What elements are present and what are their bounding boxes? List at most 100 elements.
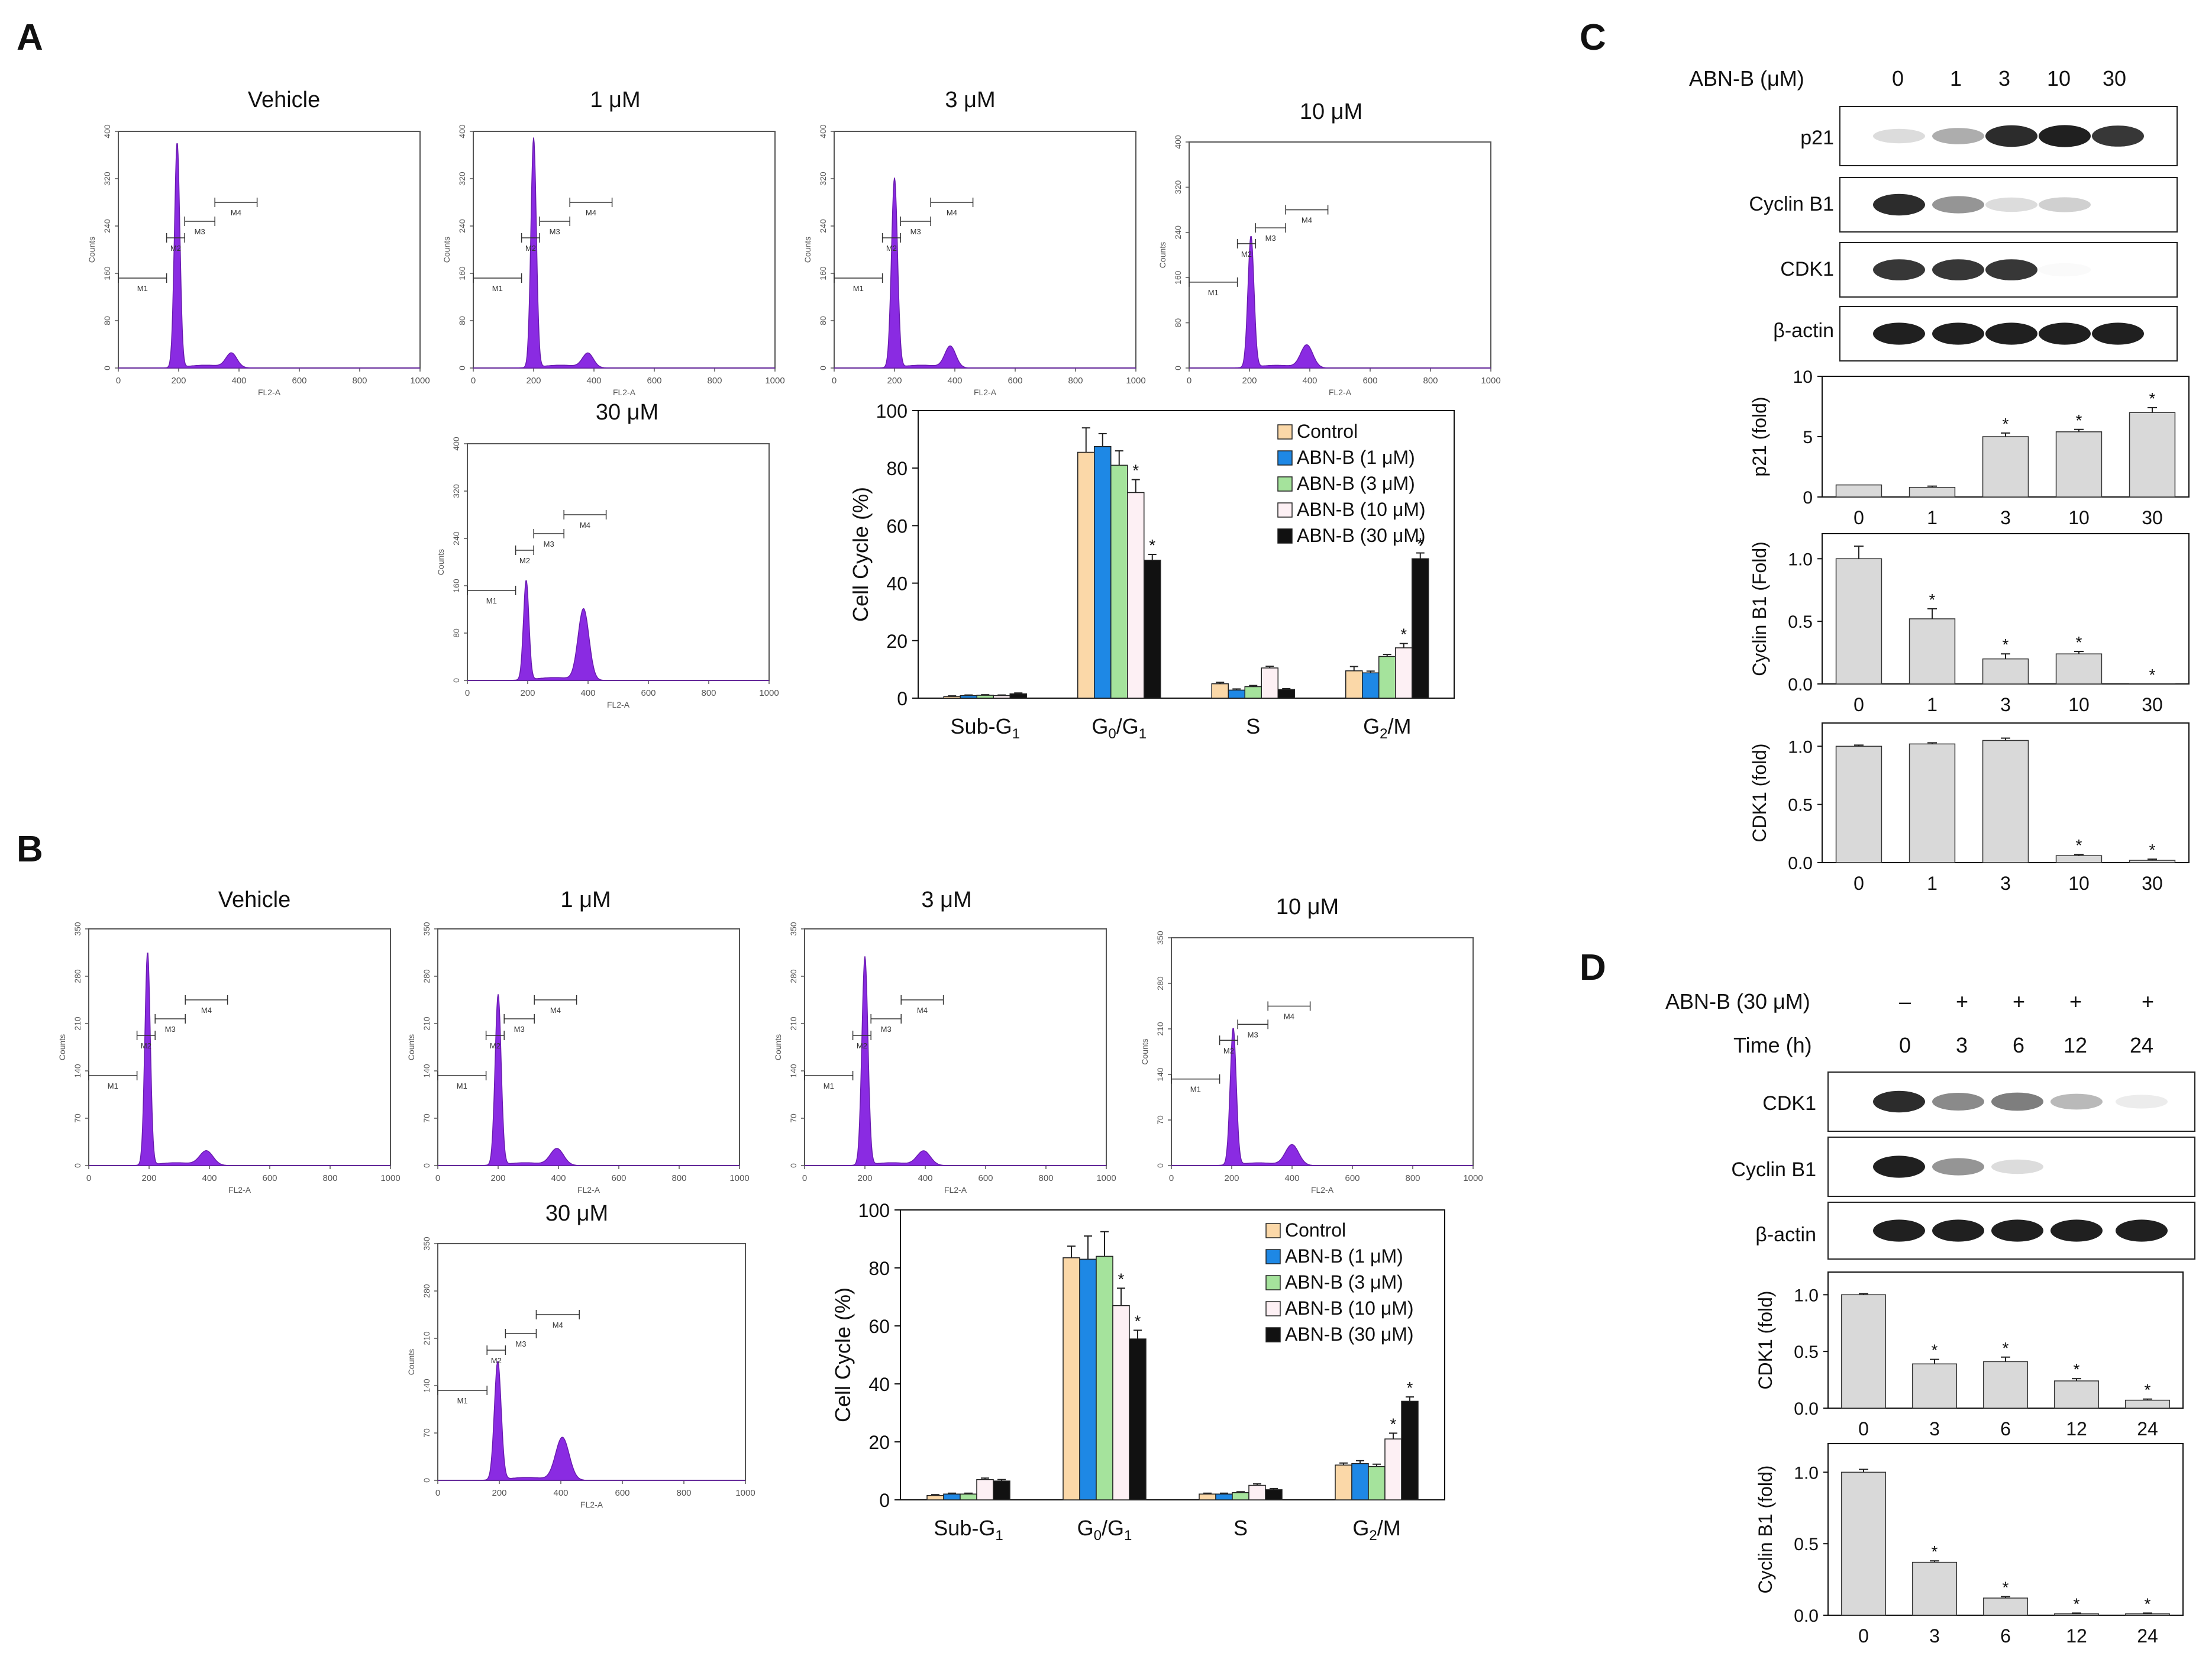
bar-a-xcat: Sub-G1 (951, 714, 1020, 742)
hist-a-4-gate-label: M2 (519, 556, 530, 565)
hist-b-0-gate-label: M1 (108, 1082, 118, 1090)
fold-c-cdk1-xtick-label: 30 (2142, 873, 2163, 894)
hist-b-1-ytick-label: 140 (422, 1064, 431, 1078)
hist-a-3-ytick-label: 400 (1173, 135, 1183, 149)
fold-c-cyclin-bar-3 (2056, 654, 2102, 684)
hist-a-1-ytick-label: 80 (457, 316, 467, 325)
hist-a-4-xtick-label: 0 (465, 688, 470, 698)
fold-c-p21-bar-2 (1983, 437, 2029, 497)
bar-a-legend-label-2: ABN-B (3 μM) (1297, 473, 1415, 494)
bar-a-bar-1-3 (1128, 493, 1144, 698)
hist-a-0-ytick-label: 320 (102, 172, 112, 186)
hist-a-3-xtick-label: 400 (1302, 376, 1317, 386)
fold-d-cdk1-star: * (2003, 1339, 2009, 1357)
hist-a-2-xtick-label: 600 (1007, 376, 1022, 386)
fold-c-cyclin-ytick-label: 0.5 (1788, 612, 1813, 632)
blot-d-band-2-0 (1873, 1219, 1925, 1241)
bar-b-star: * (1407, 1379, 1413, 1397)
bar-b-legend-label-1: ABN-B (1 μM) (1285, 1245, 1403, 1267)
hist-b-4-ytick-label: 210 (422, 1331, 431, 1345)
bar-a-bar-1-0 (1078, 452, 1094, 698)
hist-a-3-ytick-label: 80 (1173, 318, 1183, 328)
bar-b-bar-2-4 (1265, 1490, 1282, 1500)
bar-a-bar-0-2 (977, 695, 993, 698)
hist-b-2-ytick-label: 210 (789, 1016, 798, 1031)
blot-c-lane-3: 10 (2047, 66, 2071, 91)
hist-a-1-gate-label: M1 (492, 284, 503, 293)
hist-a-2-xtick-label: 400 (947, 376, 962, 386)
blot-d-band-actin: β-actin (1656, 1224, 1816, 1247)
hist-b-2-ytick-label: 140 (789, 1064, 798, 1078)
hist-b-3-ytick-label: 140 (1155, 1067, 1165, 1082)
hist-b-3-xtick-label: 1000 (1463, 1173, 1483, 1183)
hist-b-3-gate-label: M2 (1223, 1046, 1234, 1055)
hist-b-2-gate-label: M3 (881, 1025, 892, 1034)
hist-a-3-gate-label: M3 (1265, 234, 1276, 243)
hist-a-0-ylabel: Counts (87, 237, 96, 263)
blot-c-band-2-1 (1932, 259, 1984, 280)
hist-b-3-xtick-label: 600 (1345, 1173, 1360, 1183)
bar-a-bar-0-4 (1010, 694, 1026, 698)
hist-b-4-frame (438, 1244, 745, 1480)
bar-b-bar-1-0 (1063, 1258, 1080, 1500)
fold-d-cyclin-bar-4 (2126, 1614, 2169, 1615)
bar-a-bar-1-4 (1144, 560, 1161, 698)
hist-b-3-ytick-label: 70 (1155, 1115, 1165, 1125)
fold-c-p21-bar-0 (1836, 485, 1882, 497)
hist-a-1-xtick-label: 400 (586, 376, 601, 386)
hist-a-1-ytick-label: 0 (457, 366, 467, 370)
hist-a-2-ytick-label: 320 (818, 172, 828, 186)
bar-b-xcat: Sub-G1 (934, 1516, 1003, 1544)
bar-b-bar-1-3 (1113, 1306, 1129, 1500)
blot-c-band-cdk1: CDK1 (1668, 258, 1834, 281)
fold-c-p21-ytick-label: 5 (1803, 428, 1813, 447)
bar-b-ytick-label: 80 (868, 1258, 890, 1279)
hist-a-4-ytick-label: 160 (451, 579, 461, 593)
blot-c-band-1-3 (2039, 197, 2091, 212)
fold-c-cyclin-xtick-label: 1 (1927, 694, 1937, 715)
blot-d-band-0-4 (2116, 1095, 2168, 1108)
hist-b-4-xtick-label: 200 (492, 1488, 506, 1498)
hist-b-2-xtick-label: 600 (978, 1173, 993, 1183)
fold-c-cdk1-ylabel: CDK1 (fold) (1749, 743, 1770, 842)
bar-a-ytick-label: 100 (876, 401, 908, 422)
hist-b-1-ytick-label: 350 (422, 922, 431, 936)
hist-b-1-gate-label: M4 (550, 1006, 561, 1015)
fold-d-cdk1-bar-4 (2126, 1400, 2169, 1408)
hist-b-3-ytick-label: 350 (1155, 931, 1165, 945)
bar-b-legend-swatch-4 (1266, 1328, 1280, 1342)
bar-a-ytick-label: 20 (886, 631, 908, 652)
fold-d-cdk1-xtick-label: 3 (1929, 1418, 1940, 1439)
hist-a-1-xtick-label: 600 (647, 376, 661, 386)
blot-d-band-1-1 (1932, 1158, 1984, 1175)
blot-c-lane-1: 1 (1950, 66, 1962, 91)
fold-d-cyclin-xtick-label: 12 (2066, 1625, 2087, 1647)
blot-d-time-label: Time (h) (1733, 1033, 1812, 1058)
hist-b-0-frame (89, 929, 390, 1166)
hist-b-1-xtick-label: 800 (671, 1173, 686, 1183)
hist-b-4-gate-label: M2 (491, 1356, 502, 1365)
bar-b-star: * (1135, 1312, 1141, 1330)
bar-a-bar-3-1 (1362, 673, 1379, 698)
hist-b-3-ylabel: Counts (1140, 1038, 1149, 1064)
fold-d-cyclin-bar-1 (1913, 1563, 1956, 1615)
bar-b-legend-swatch-0 (1266, 1224, 1280, 1238)
fold-d-cdk1-bar-1 (1913, 1364, 1956, 1408)
hist-b-4-gate-label: M4 (553, 1321, 563, 1329)
hist-b-4-ytick-label: 140 (422, 1379, 431, 1393)
hist-a-1-gate-label: M3 (550, 227, 560, 236)
hist-b-0-xtick-label: 0 (86, 1173, 91, 1183)
bar-b-legend-swatch-3 (1266, 1302, 1280, 1316)
bar-b-bar-1-4 (1129, 1339, 1146, 1500)
fold-d-cyclin-xtick-label: 24 (2137, 1625, 2158, 1647)
bar-a-legend-label-1: ABN-B (1 μM) (1297, 447, 1415, 468)
blot-d-lane-0: 0 (1899, 1033, 1911, 1058)
fold-c-cdk1-xtick-label: 10 (2068, 873, 2090, 894)
bar-a-bar-2-2 (1245, 687, 1261, 698)
fold-d-cdk1-ytick-label: 0.0 (1794, 1399, 1819, 1419)
hist-b-3-xtick-label: 200 (1224, 1173, 1239, 1183)
blot-c-band-3-2 (1985, 322, 2037, 344)
bar-a-bar-3-3 (1396, 648, 1412, 698)
hist-a-4-ytick-label: 0 (451, 678, 461, 683)
fold-c-cyclin-xtick-label: 0 (1853, 694, 1864, 715)
